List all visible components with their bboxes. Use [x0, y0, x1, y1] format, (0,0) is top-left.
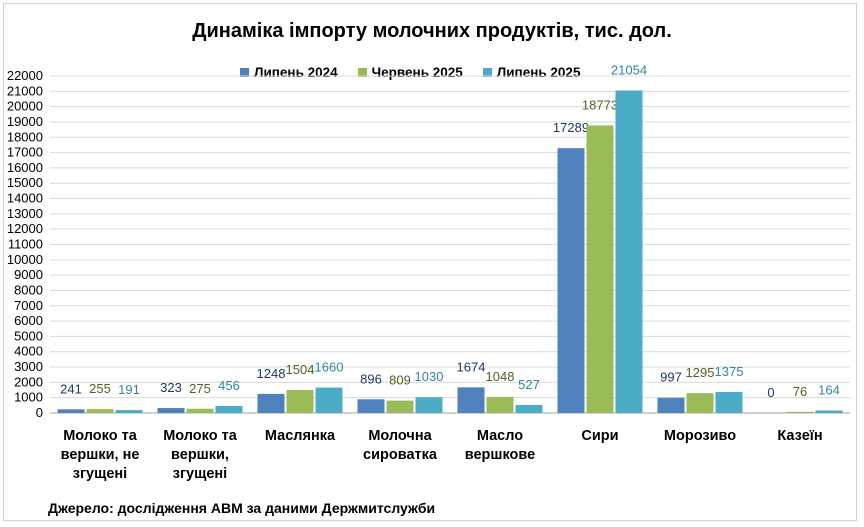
data-label: 1375	[715, 364, 744, 379]
data-label: 323	[160, 380, 182, 395]
bar	[715, 391, 743, 413]
bar	[815, 410, 843, 413]
y-tick-label: 7000	[14, 298, 43, 313]
category-label: Молочна сироватка	[363, 428, 438, 463]
data-label: 527	[518, 377, 540, 392]
category-label-line: Маслянка	[265, 428, 336, 444]
data-label: 997	[660, 370, 682, 385]
y-tick-label: 9000	[14, 267, 43, 282]
y-tick-label: 15000	[7, 175, 43, 190]
bar	[415, 397, 443, 413]
data-label: 1295	[686, 365, 715, 380]
legend-swatch	[357, 67, 367, 77]
category-label: Молоко та вершки, не згущені	[61, 428, 140, 482]
bar	[786, 411, 814, 413]
data-label: 1248	[257, 366, 286, 381]
bar	[615, 90, 643, 413]
category-label-line: вершкове	[465, 447, 535, 463]
category-label-line: Морозиво	[664, 428, 736, 444]
y-tick-label: 18000	[7, 129, 43, 144]
bar	[215, 406, 243, 413]
bar	[57, 409, 85, 413]
category-label-line: Молоко та	[63, 428, 138, 444]
bar	[157, 408, 185, 413]
data-label: 21054	[611, 62, 647, 77]
category-label: Морозиво	[664, 428, 736, 444]
y-tick-label: 20000	[7, 99, 43, 114]
category-label: Сири	[581, 428, 618, 444]
bar	[86, 409, 114, 413]
category-label-line: Казеїн	[777, 428, 822, 444]
data-label: 1674	[457, 359, 486, 374]
data-label: 1660	[315, 360, 344, 375]
data-label: 241	[60, 381, 82, 396]
data-label: 0	[767, 385, 774, 400]
bar	[115, 410, 143, 413]
bar	[457, 387, 485, 413]
data-label: 18773	[582, 97, 618, 112]
bar	[515, 404, 543, 413]
y-tick-label: 21000	[7, 83, 43, 98]
data-label: 191	[118, 382, 140, 397]
data-label: 164	[818, 382, 840, 397]
category-label-line: сироватка	[363, 447, 438, 463]
bar	[286, 389, 314, 413]
source-note: Джерело: дослідження АВМ за даними Держм…	[48, 500, 436, 516]
data-label: 255	[89, 381, 111, 396]
legend-swatch	[240, 67, 249, 77]
data-label: 1030	[415, 369, 444, 384]
bar	[257, 393, 285, 413]
category-label: Казеїн	[777, 428, 822, 444]
y-tick-label: 11000	[8, 237, 43, 252]
data-label: 1504	[286, 362, 315, 377]
category-label-line: Молочна	[368, 428, 432, 444]
data-label: 1048	[486, 369, 515, 384]
category-label-line: Сири	[581, 428, 618, 444]
y-tick-label: 4000	[14, 344, 43, 359]
category-label: Молоко та вершки, згущені	[163, 428, 238, 482]
category-label-line: Масло	[477, 428, 523, 444]
bar	[186, 408, 214, 413]
y-tick-label: 8000	[14, 282, 43, 297]
data-label: 809	[389, 373, 411, 388]
y-tick-label: 0	[36, 405, 43, 420]
bar	[486, 396, 514, 413]
y-tick-label: 22000	[7, 68, 43, 83]
y-tick-label: 3000	[14, 359, 43, 374]
y-tick-label: 13000	[7, 206, 43, 221]
data-label: 275	[189, 381, 211, 396]
data-label: 76	[793, 384, 807, 399]
y-tick-label: 2000	[14, 374, 43, 389]
chart-frame	[3, 3, 857, 521]
bar	[386, 400, 414, 413]
y-tick-label: 6000	[14, 313, 43, 328]
chart-title: Динаміка імпорту молочних продуктів, тис…	[192, 20, 672, 42]
y-tick-label: 19000	[7, 114, 43, 129]
category-label-line: вершки, не	[61, 447, 140, 463]
category-label: Маслянка	[265, 428, 336, 444]
category-label-line: Молоко та	[163, 428, 238, 444]
bar	[657, 397, 685, 413]
category-label-line: згущені	[173, 466, 227, 482]
category-label-line: вершки,	[171, 447, 229, 463]
data-label: 17289	[553, 120, 589, 135]
legend-swatch	[482, 67, 492, 77]
bar	[315, 387, 343, 413]
data-label: 456	[218, 378, 240, 393]
y-tick-label: 17000	[7, 145, 43, 160]
y-tick-label: 14000	[7, 191, 43, 206]
category-label: Масло вершкове	[465, 428, 535, 463]
bar	[557, 148, 585, 414]
y-tick-label: 1000	[14, 390, 43, 405]
bar	[586, 125, 614, 414]
bar	[686, 393, 714, 413]
y-tick-label: 12000	[7, 221, 43, 236]
y-tick-label: 5000	[14, 328, 43, 343]
y-tick-label: 16000	[7, 160, 43, 175]
bar	[357, 399, 385, 413]
y-tick-label: 10000	[7, 252, 43, 267]
category-label-line: згущені	[73, 466, 127, 482]
data-label: 896	[360, 371, 382, 386]
